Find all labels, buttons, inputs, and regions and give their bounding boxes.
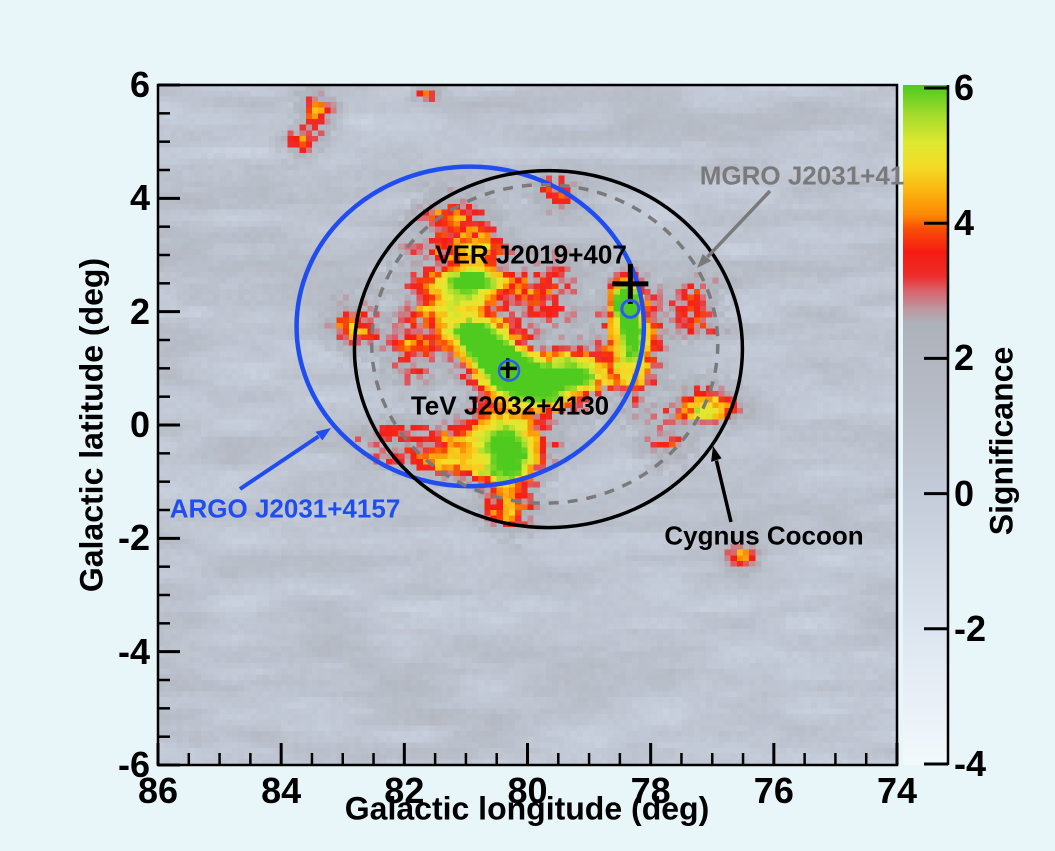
colorbar-tick-label: 4 (954, 202, 975, 244)
mgro-arrow (706, 189, 772, 259)
x-tick-label: 80 (507, 770, 548, 811)
y-tick-label: -2 (117, 517, 150, 559)
annotation-mgro-j2031-41: MGRO J2031+41 (699, 160, 905, 191)
argo-arrow-head (315, 428, 331, 441)
mgro-arrow-head (697, 254, 712, 268)
x-tick-label: 84 (261, 770, 302, 811)
x-tick-label: 78 (630, 770, 671, 811)
cocoon-arrow (714, 460, 733, 523)
y-tick-label: 6 (129, 64, 150, 105)
colorbar-tick-label: -4 (954, 743, 987, 784)
y-tick-label: 4 (129, 177, 150, 219)
y-tick-label: 2 (129, 290, 150, 332)
colorbar-tick-label: 2 (954, 337, 975, 379)
y-tick-label: 0 (129, 404, 150, 445)
x-tick-label: 82 (384, 770, 425, 811)
x-tick-label: 76 (753, 770, 794, 811)
y-tick-label: -6 (117, 744, 150, 785)
region-circle-cygnus-cocoon-extension (352, 168, 745, 530)
y-tick-label: -4 (117, 630, 150, 672)
marker-tev-j2032-4130-circle (497, 359, 521, 382)
colorbar-tick-label: 0 (954, 472, 975, 514)
annotation-argo-j2031-4157: ARGO J2031+4157 (169, 493, 401, 524)
region-circle-argo-j2031-4157-extension (294, 164, 647, 489)
colorbar-tick-label: 6 (954, 67, 975, 108)
region-circle-mgro-j2031-41-extension (369, 182, 720, 505)
x-tick-label: 74 (876, 770, 918, 811)
annotation-cygnus-cocoon: Cygnus Cocoon (664, 520, 864, 551)
annotation-tev-j2032-4130: TeV J2032+4130 (410, 390, 610, 421)
annotation-ver-j2019-407: VER J2019+407 (435, 239, 627, 270)
colorbar-gradient (903, 85, 948, 765)
marker-ver-j2019-407-circle (620, 298, 641, 319)
sky-map-heatmap (158, 85, 897, 765)
x-tick-label: 86 (137, 770, 179, 811)
colorbar-tick-label: -2 (954, 607, 987, 649)
colorbar-title: Significance (983, 346, 1020, 536)
cocoon-arrow-head (711, 446, 722, 462)
argo-arrow (238, 434, 320, 491)
x-axis-title: Galactic longitude (deg) (344, 790, 710, 827)
